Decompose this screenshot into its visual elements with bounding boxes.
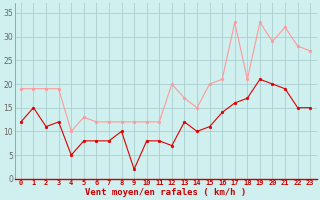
X-axis label: Vent moyen/en rafales ( km/h ): Vent moyen/en rafales ( km/h ): [85, 188, 246, 197]
